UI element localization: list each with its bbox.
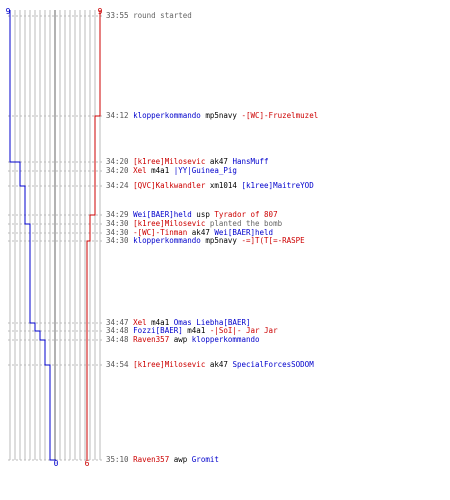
- weapon-label: ak47: [187, 228, 215, 237]
- player-name: [k1ree]Milosevic: [133, 360, 206, 369]
- player-name: -[WC]-Fruzelmuzel: [241, 111, 319, 120]
- event-time: 35:10: [106, 455, 134, 464]
- kill-log-row: 34:48 Fozzi[BAER] m4a1 -|SoI|- Jar Jar: [106, 326, 278, 335]
- kill-log-row: 33:55 round started: [106, 11, 192, 20]
- kill-log-row: 34:48 Raven357 awp klopperkommando: [106, 335, 260, 344]
- event-time: 34:48: [106, 335, 134, 344]
- event-note: planted the bomb: [205, 219, 283, 228]
- kill-log-row: 34:12 klopperkommando mp5navy -[WC]-Fruz…: [106, 111, 318, 120]
- weapon-label: mp5navy: [200, 236, 242, 245]
- player-name: SpecialForcesSODOM: [232, 360, 314, 369]
- weapon-label: ak47: [205, 360, 233, 369]
- kill-log-row: 34:30 [k1ree]Milosevic planted the bomb: [106, 219, 282, 228]
- weapon-label: xm1014: [205, 181, 242, 190]
- player-name: Xel: [133, 166, 147, 175]
- kill-log-row: 34:30 klopperkommando mp5navy -=]T(T[=-R…: [106, 236, 305, 245]
- event-time: 33:55: [106, 11, 134, 20]
- player-name: Gromit: [191, 455, 219, 464]
- player-name: Wei[BAER]held: [133, 210, 192, 219]
- player-name: [QVC]Kalkwandler: [133, 181, 206, 190]
- blue-end-count: 0: [54, 459, 59, 468]
- player-name: Raven357: [133, 335, 170, 344]
- weapon-label: m4a1: [182, 326, 210, 335]
- weapon-label: m4a1: [146, 318, 174, 327]
- event-note: round started: [133, 11, 192, 20]
- kill-log-row: 34:20 [k1ree]Milosevic ak47 HansMuff: [106, 157, 269, 166]
- player-name: klopperkommando: [133, 111, 201, 120]
- player-name: Fozzi[BAER]: [133, 326, 183, 335]
- player-name: Omas Liebha[BAER]: [173, 318, 251, 327]
- player-name: [k1ree]Milosevic: [133, 219, 206, 228]
- player-name: Raven357: [133, 455, 170, 464]
- event-time: 34:54: [106, 360, 134, 369]
- event-time: 34:48: [106, 326, 134, 335]
- player-name: Wei[BAER]held: [214, 228, 274, 237]
- player-name: HansMuff: [232, 157, 269, 166]
- weapon-label: m4a1: [146, 166, 174, 175]
- red-start-count: 9: [98, 7, 103, 16]
- event-time: 34:24: [106, 181, 134, 190]
- kill-log-row: 35:10 Raven357 awp Gromit: [106, 455, 219, 464]
- player-name: |YY|Guinea_Pig: [173, 166, 237, 175]
- event-time: 34:30: [106, 236, 134, 245]
- red-end-count: 6: [85, 459, 90, 468]
- blue-start-count: 9: [6, 7, 11, 16]
- kill-log-row: 34:30 -[WC]-Tinman ak47 Wei[BAER]held: [106, 228, 273, 237]
- event-time: 34:29: [106, 210, 134, 219]
- player-name: klopperkommando: [191, 335, 260, 344]
- player-name: [k1ree]Milosevic: [133, 157, 206, 166]
- kill-log-row: 34:54 [k1ree]Milosevic ak47 SpecialForce…: [106, 360, 314, 369]
- player-name: -=]T(T[=-RASPE: [241, 236, 305, 245]
- weapon-label: ak47: [205, 157, 233, 166]
- player-name: Xel: [133, 318, 147, 327]
- player-name: -|SoI|- Jar Jar: [209, 326, 278, 335]
- red-team-alive-line: [86, 10, 101, 460]
- kill-log-row: 34:29 Wei[BAER]held usp Tyrador of 807: [106, 210, 278, 219]
- kill-log-row: 34:24 [QVC]Kalkwandler xm1014 [k1ree]Mai…: [106, 181, 314, 190]
- event-time: 34:12: [106, 111, 134, 120]
- weapon-label: usp: [191, 210, 215, 219]
- kill-log-row: 34:47 Xel m4a1 Omas Liebha[BAER]: [106, 318, 251, 327]
- event-time: 34:20: [106, 166, 134, 175]
- player-name: -[WC]-Tinman: [133, 228, 188, 237]
- player-name: Tyrador of 807: [214, 210, 278, 219]
- event-time: 34:30: [106, 228, 134, 237]
- event-time: 34:20: [106, 157, 134, 166]
- player-name: klopperkommando: [133, 236, 201, 245]
- player-name: [k1ree]MaitreYOD: [241, 181, 314, 190]
- weapon-label: awp: [169, 455, 192, 464]
- weapon-label: mp5navy: [200, 111, 242, 120]
- kill-log-row: 34:20 Xel m4a1 |YY|Guinea_Pig: [106, 166, 237, 175]
- event-time: 34:30: [106, 219, 134, 228]
- weapon-label: awp: [169, 335, 192, 344]
- blue-team-alive-line: [9, 10, 56, 461]
- event-time: 34:47: [106, 318, 134, 327]
